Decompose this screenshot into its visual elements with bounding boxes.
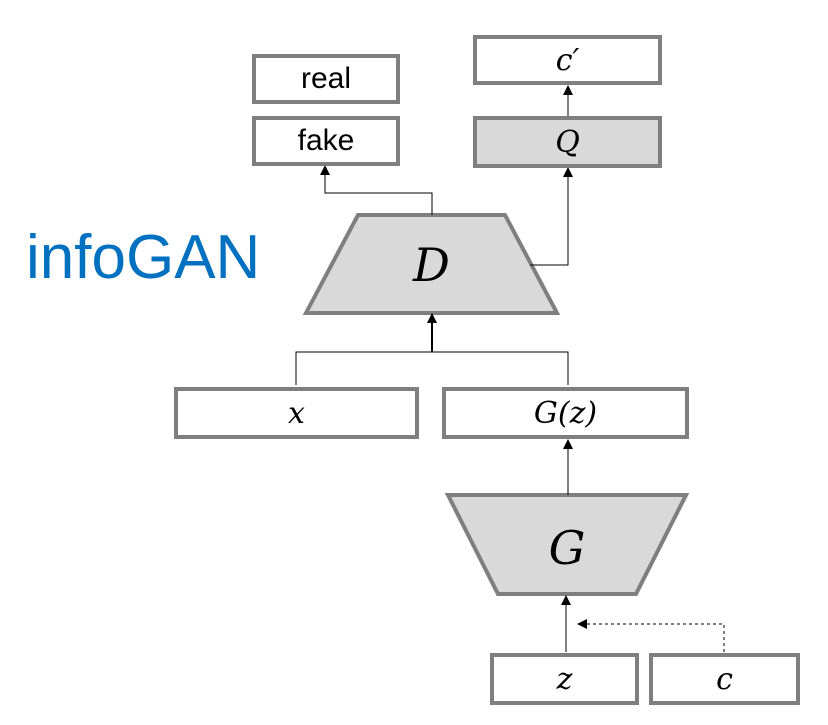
diagram-title: infoGAN [26, 223, 261, 292]
gz-label: G(z) [533, 395, 598, 431]
q-box: Q [473, 116, 662, 168]
gz-box: G(z) [442, 387, 689, 439]
real-box: real [252, 54, 400, 104]
fake-label: fake [297, 124, 355, 157]
d-to-fake-arrow [320, 165, 433, 215]
generator-label: G [548, 521, 586, 575]
c-label: c [716, 661, 733, 697]
discriminator-label: D [413, 238, 450, 292]
generator-shape [444, 493, 690, 596]
d-to-q-arrow [530, 167, 573, 266]
c-prime-box: c′ [473, 35, 662, 85]
z-box: z [490, 653, 639, 705]
z-label: z [556, 661, 573, 697]
x-label: x [288, 395, 305, 431]
real-label: real [300, 62, 352, 95]
c-box: c [649, 653, 800, 705]
q-label: Q [555, 124, 580, 160]
gz-branch [432, 351, 569, 385]
x-branch [295, 351, 432, 385]
fake-box: fake [252, 116, 400, 166]
c-to-g-dashed-arrow [577, 619, 725, 652]
c-prime-label: c′ [555, 42, 580, 78]
x-box: x [174, 387, 419, 439]
discriminator-shape [302, 213, 561, 315]
